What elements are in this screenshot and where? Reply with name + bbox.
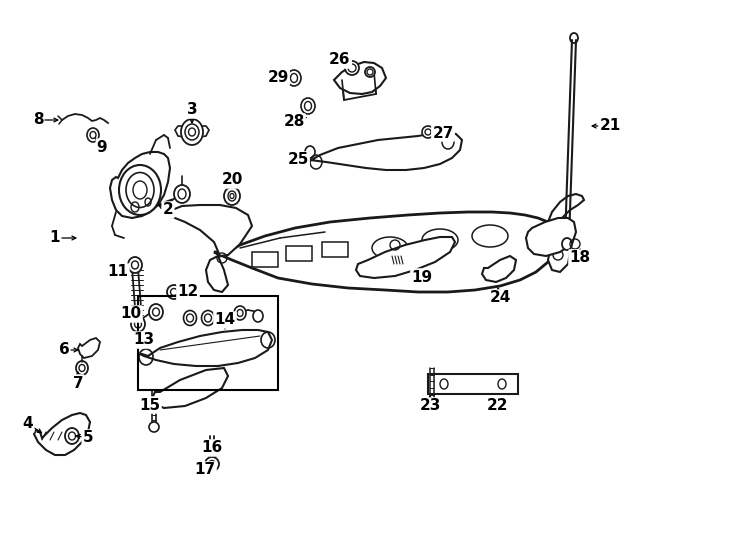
Text: 22: 22 [487, 399, 509, 414]
Polygon shape [168, 205, 252, 256]
Text: 15: 15 [139, 397, 161, 413]
Bar [138, 296, 278, 390]
Ellipse shape [65, 428, 79, 444]
Text: 26: 26 [330, 52, 351, 68]
Text: 18: 18 [570, 251, 591, 266]
Polygon shape [214, 212, 558, 292]
Text: 2: 2 [163, 202, 173, 218]
Text: 21: 21 [600, 118, 621, 133]
Text: 28: 28 [283, 114, 305, 130]
Ellipse shape [149, 304, 163, 320]
Text: 17: 17 [195, 462, 216, 477]
Ellipse shape [119, 165, 161, 215]
Polygon shape [78, 338, 100, 358]
Text: 23: 23 [419, 399, 440, 414]
Polygon shape [152, 368, 228, 408]
Polygon shape [526, 218, 576, 256]
Polygon shape [356, 237, 455, 278]
Ellipse shape [562, 238, 572, 250]
Polygon shape [206, 256, 228, 292]
Ellipse shape [345, 61, 359, 75]
Ellipse shape [205, 457, 219, 471]
Ellipse shape [87, 128, 99, 142]
Ellipse shape [174, 185, 190, 203]
Ellipse shape [234, 306, 246, 320]
Text: 6: 6 [59, 342, 70, 357]
Ellipse shape [181, 119, 203, 145]
Ellipse shape [422, 126, 434, 138]
Polygon shape [342, 72, 376, 100]
Polygon shape [34, 413, 90, 455]
Ellipse shape [365, 67, 375, 77]
Text: 3: 3 [186, 103, 197, 118]
Polygon shape [175, 126, 209, 138]
Bar [252, 252, 278, 267]
Ellipse shape [427, 401, 437, 411]
Text: 14: 14 [214, 313, 236, 327]
Ellipse shape [149, 422, 159, 432]
Polygon shape [140, 330, 272, 366]
Bar [428, 374, 518, 394]
Text: 16: 16 [201, 441, 222, 456]
Text: 19: 19 [412, 269, 432, 285]
Polygon shape [548, 228, 570, 272]
Polygon shape [110, 152, 170, 218]
Text: 11: 11 [107, 265, 128, 280]
Ellipse shape [253, 310, 263, 322]
Text: 13: 13 [134, 333, 155, 348]
Polygon shape [545, 194, 584, 240]
Polygon shape [298, 132, 462, 170]
Polygon shape [334, 62, 386, 94]
Text: 10: 10 [120, 307, 142, 321]
Ellipse shape [301, 98, 315, 114]
Text: 9: 9 [97, 139, 107, 154]
Ellipse shape [202, 310, 214, 326]
Text: 29: 29 [267, 70, 288, 84]
Text: 1: 1 [50, 231, 60, 246]
Ellipse shape [76, 361, 88, 375]
Ellipse shape [472, 225, 508, 247]
Text: 27: 27 [432, 125, 454, 140]
Text: 5: 5 [83, 430, 93, 445]
Ellipse shape [422, 229, 458, 251]
Polygon shape [482, 256, 516, 282]
Bar [322, 242, 348, 257]
Text: 8: 8 [33, 112, 43, 127]
Text: 7: 7 [73, 375, 84, 390]
Ellipse shape [372, 237, 408, 259]
Ellipse shape [184, 310, 197, 326]
Ellipse shape [131, 316, 145, 332]
Bar [286, 246, 312, 261]
Ellipse shape [167, 285, 181, 299]
Text: 25: 25 [287, 152, 309, 167]
Ellipse shape [128, 257, 142, 273]
Ellipse shape [287, 70, 301, 86]
Text: 12: 12 [178, 285, 199, 300]
Ellipse shape [224, 187, 240, 205]
Text: 24: 24 [490, 291, 511, 306]
Text: 20: 20 [222, 172, 243, 187]
Text: 4: 4 [23, 416, 33, 431]
